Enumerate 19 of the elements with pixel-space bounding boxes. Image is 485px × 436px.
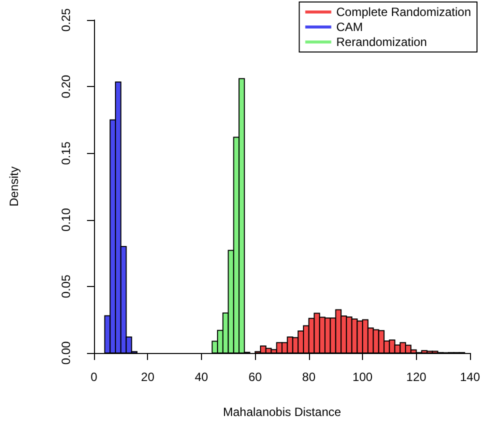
y-tick-label: 0.15 [59,141,73,165]
x-tick-label: 60 [248,370,262,384]
x-tick-label: 80 [302,370,316,384]
y-tick-label: 0.00 [59,341,73,365]
legend-label: CAM [336,20,363,34]
y-tick-label: 0.10 [59,208,73,232]
x-tick-label: 120 [406,370,427,384]
y-tick-label: 0.25 [59,8,73,32]
x-tick-label: 20 [141,370,155,384]
x-tick-label: 140 [460,370,480,384]
y-tick-label: 0.20 [59,74,73,98]
x-tick-label: 100 [352,370,373,384]
y-tick-label: 0.05 [59,274,73,298]
y-axis-title: Density [7,166,21,207]
legend-label: Complete Randomization [336,5,472,19]
x-tick-label: 0 [90,370,98,384]
x-tick-label: 40 [194,370,208,384]
legend-label: Rerandomization [336,35,427,49]
x-axis-title: Mahalanobis Distance [222,405,342,419]
